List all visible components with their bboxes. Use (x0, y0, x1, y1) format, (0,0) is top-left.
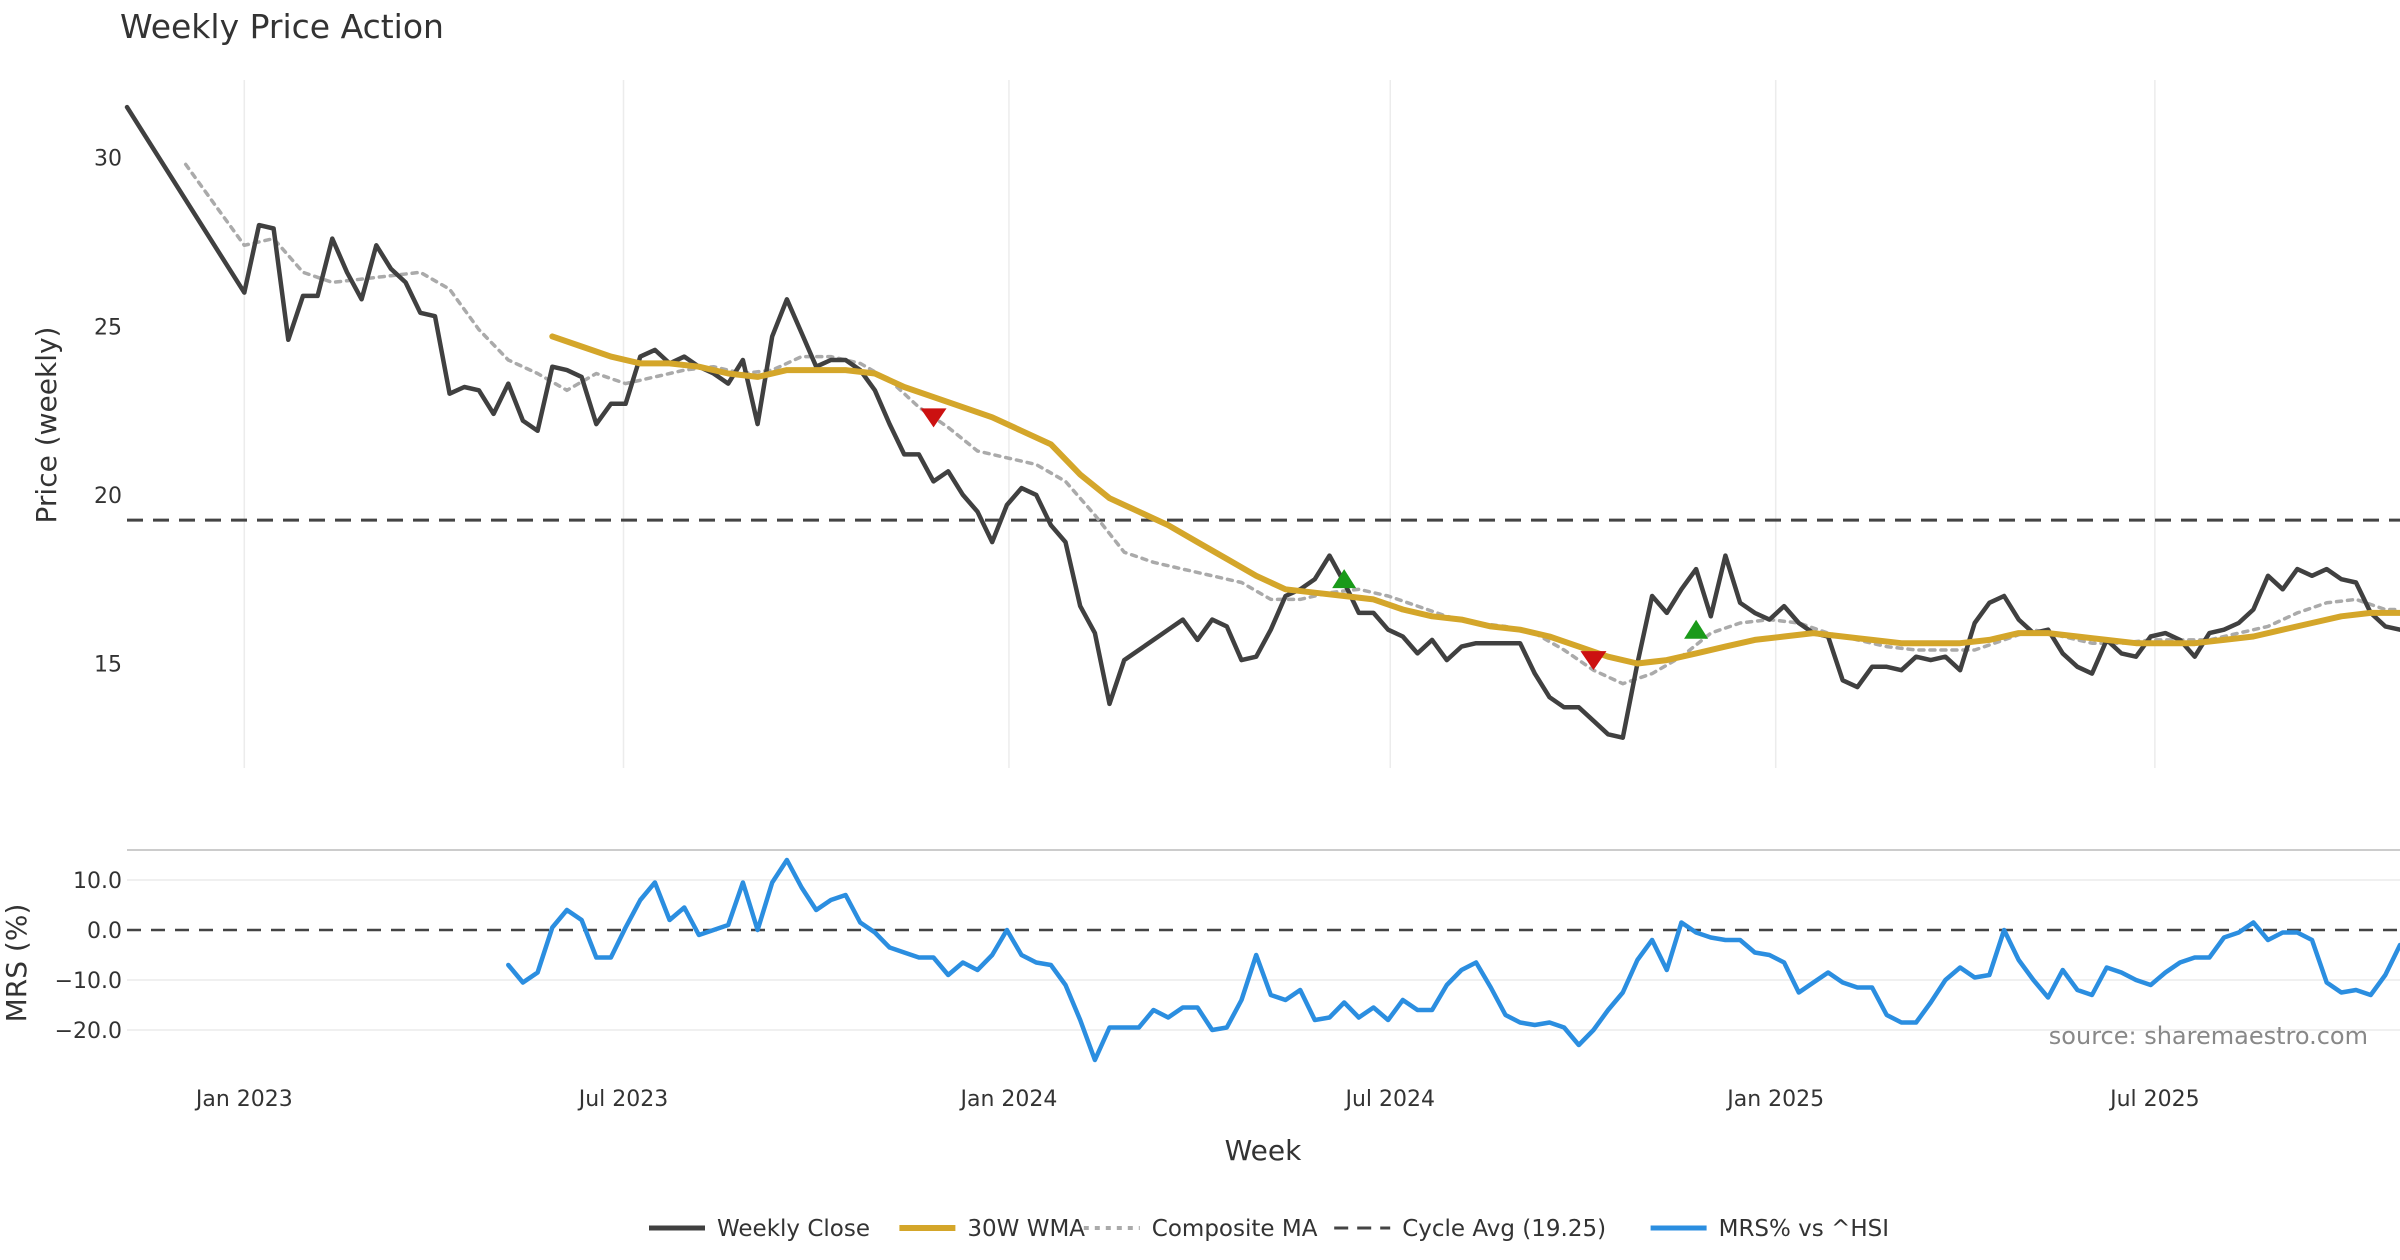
chart-title: Weekly Price Action (120, 7, 444, 46)
mrs-panel: 10.0 0.0 −10.0 −20.0 MRS (%) source: sharem… (0, 857, 2400, 1063)
x-tick-label: Jan 2024 (959, 1087, 1058, 1112)
legend-label: Cycle Avg (19.25) (1402, 1216, 1606, 1242)
price-panel: 15 20 25 30 Price (weekly) (30, 80, 2400, 768)
legend-label: 30W WMA (967, 1216, 1085, 1242)
legend: Weekly Close 30W WMA Composite MA Cycle Avg… (649, 1216, 1889, 1242)
series-composite-line (183, 162, 2400, 686)
price-y-tick-label: 25 (94, 315, 122, 340)
x-tick-label: Jan 2023 (194, 1087, 293, 1112)
price-y-ticks: 15 20 25 30 (94, 147, 122, 678)
x-tick-label: Jan 2025 (1725, 1087, 1824, 1112)
source-note: source: sharemaestro.com (2049, 1022, 2368, 1050)
mrs-y-tick-label: 0.0 (87, 919, 122, 944)
series-wma-line (549, 333, 2400, 667)
signal-up-marker (1684, 619, 1709, 639)
legend-item-composite: Composite MA (1083, 1216, 1318, 1242)
mrs-y-axis-title: MRS (%) (0, 904, 33, 1023)
x-tick-label: Jul 2024 (1343, 1087, 1435, 1112)
signal-down-marker (1580, 651, 1607, 671)
legend-label: Composite MA (1152, 1216, 1318, 1242)
series-mrs-line (506, 857, 2400, 1063)
legend-label: Weekly Close (717, 1216, 870, 1242)
mrs-y-tick-label: −20.0 (55, 1019, 122, 1044)
legend-item-mrs: MRS% vs ^HSI (1650, 1216, 1889, 1242)
mrs-y-tick-label: −10.0 (55, 969, 122, 994)
price-y-tick-label: 30 (94, 147, 122, 172)
x-axis-ticks: Jan 2023 Jul 2023 Jan 2024 Jul 2024 Jan 2025… (194, 1087, 2200, 1112)
mrs-series (506, 857, 2400, 1063)
legend-item-cycle_avg: Cycle Avg (19.25) (1334, 1216, 1606, 1242)
signal-up-marker (1332, 569, 1357, 589)
price-y-tick-label: 20 (94, 484, 122, 509)
signal-markers (920, 408, 1709, 671)
mrs-grid (127, 879, 2400, 1031)
x-tick-label: Jul 2025 (2108, 1087, 2200, 1112)
legend-item-wma: 30W WMA (899, 1216, 1085, 1242)
legend-label: MRS% vs ^HSI (1719, 1216, 1889, 1242)
price-y-tick-label: 15 (94, 652, 122, 677)
price-y-axis-title: Price (weekly) (30, 327, 63, 524)
series-close-line (124, 104, 2400, 740)
x-tick-label: Jul 2023 (577, 1087, 669, 1112)
x-axis-title: Week (1225, 1134, 1302, 1167)
signal-down-marker (920, 408, 947, 428)
price-series (124, 104, 2400, 740)
legend-item-close: Weekly Close (649, 1216, 870, 1242)
mrs-y-ticks: 10.0 0.0 −10.0 −20.0 (55, 869, 122, 1044)
mrs-y-tick-label: 10.0 (73, 869, 122, 894)
